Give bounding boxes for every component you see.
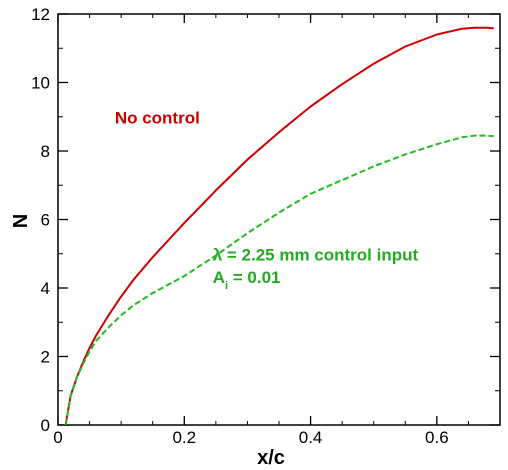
- x-tick-labels: 0 0.2 0.4 0.6: [53, 428, 448, 447]
- major-ticks: [57, 13, 500, 426]
- x-tick-label: 0.2: [172, 428, 196, 447]
- y-tick-label: 12: [31, 5, 50, 24]
- annotation-value: = 0.01: [228, 268, 280, 287]
- y-tick-label: 4: [41, 279, 50, 298]
- annotation-3: Ai = 0.01: [213, 268, 281, 292]
- y-axis-title: N: [10, 214, 32, 228]
- series-line-no-control: [64, 26, 494, 426]
- y-tick-label: 6: [41, 211, 50, 230]
- series-layer: [64, 26, 494, 426]
- annotation-2: λ = 2.25 mm control input: [213, 246, 419, 265]
- x-tick-label: 0.6: [425, 428, 449, 447]
- x-tick-label: 0: [53, 428, 62, 447]
- annotation-1: No control: [115, 109, 200, 128]
- minor-ticks: [57, 13, 501, 426]
- x-axis-title: x/c: [257, 447, 285, 469]
- series-line-control-input: [64, 134, 494, 426]
- x-tick-label: 0.4: [299, 428, 323, 447]
- annotation-layer: No control λ = 2.25 mm control input Ai = …: [115, 109, 419, 292]
- annotation-subscript: i: [225, 280, 228, 292]
- plot-frame: [57, 13, 501, 426]
- y-tick-label: 8: [41, 142, 50, 161]
- y-tick-label: 10: [31, 74, 50, 93]
- y-tick-labels: 0 2 4 6 8 10 12: [31, 5, 50, 435]
- y-tick-label: 2: [41, 348, 50, 367]
- y-tick-label: 0: [41, 416, 50, 435]
